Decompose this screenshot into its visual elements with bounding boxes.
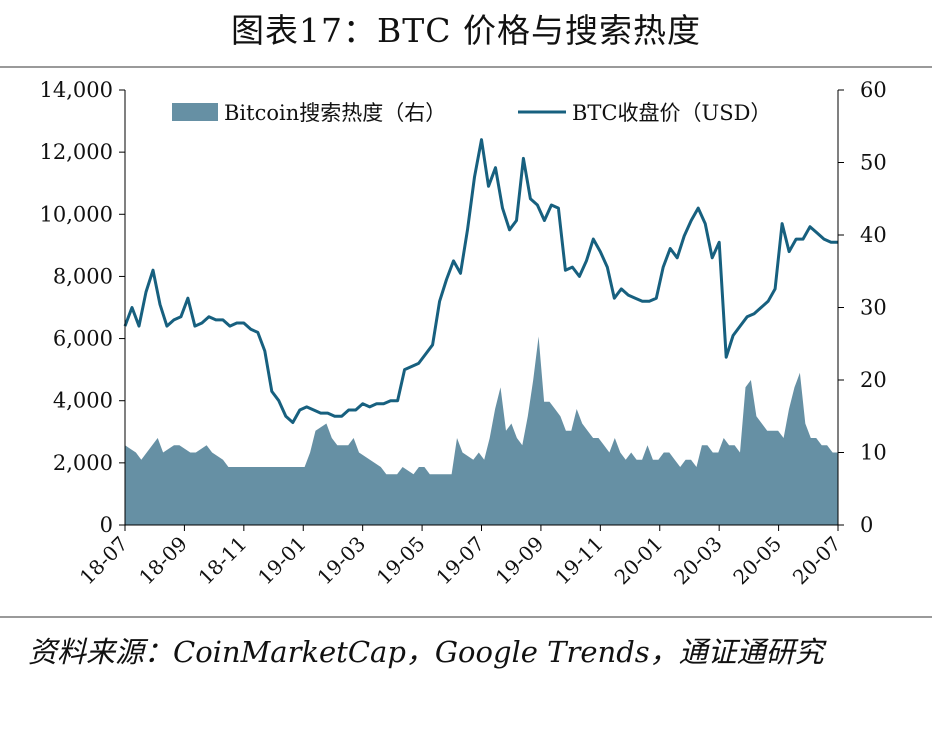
x-tick-label: 20-01 <box>610 532 668 590</box>
left-tick-label: 4,000 <box>53 389 113 413</box>
left-tick-label: 6,000 <box>53 327 113 351</box>
x-tick-label: 19-11 <box>550 532 608 590</box>
left-tick-label: 10,000 <box>40 202 113 226</box>
legend-layer: Bitcoin搜索热度（右） BTC收盘价（USD） <box>172 101 771 125</box>
x-tick-label: 18-07 <box>75 532 133 590</box>
chart-title: 图表17：BTC 价格与搜索热度 <box>231 11 701 50</box>
left-tick-label: 8,000 <box>53 264 113 288</box>
right-tick-label: 60 <box>860 78 887 102</box>
legend-area-label: Bitcoin搜索热度（右） <box>224 101 446 125</box>
source-note: 资料来源：CoinMarketCap，Google Trends，通证通研究 <box>28 635 824 669</box>
x-tick-label: 19-09 <box>491 532 549 590</box>
x-tick-label: 20-07 <box>788 532 846 590</box>
top-rule <box>0 66 932 68</box>
btc-price-line <box>123 138 838 424</box>
x-tick-label: 19-01 <box>253 532 311 590</box>
left-tick-label: 14,000 <box>40 78 113 102</box>
btc-price-line-layer <box>123 138 838 424</box>
legend-area-swatch <box>172 103 218 121</box>
chart: 0 2,000 4,000 6,000 8,000 10,000 12,000 14,000 0… <box>40 78 887 590</box>
x-tick-label: 19-03 <box>312 532 370 590</box>
x-tick-label: 18-11 <box>194 532 252 590</box>
right-tick-label: 0 <box>860 513 873 537</box>
search-heat-area <box>125 336 838 525</box>
bottom-rule <box>0 616 932 618</box>
right-tick-label: 20 <box>860 368 887 392</box>
x-tick-label: 19-05 <box>372 532 430 590</box>
right-tick-label: 30 <box>860 296 887 320</box>
right-tick-label: 40 <box>860 223 887 247</box>
legend-line-label: BTC收盘价（USD） <box>572 101 771 125</box>
x-tick-label: 19-07 <box>431 532 489 590</box>
x-tick-label: 20-05 <box>728 532 786 590</box>
left-tick-label: 2,000 <box>53 451 113 475</box>
left-tick-label: 0 <box>100 513 113 537</box>
x-tick-label: 20-03 <box>669 532 727 590</box>
right-tick-label: 50 <box>860 151 887 175</box>
right-tick-label: 10 <box>860 441 887 465</box>
x-tick-label: 18-09 <box>134 532 192 590</box>
left-tick-label: 12,000 <box>40 140 113 164</box>
search-heat-area-layer <box>125 336 838 525</box>
